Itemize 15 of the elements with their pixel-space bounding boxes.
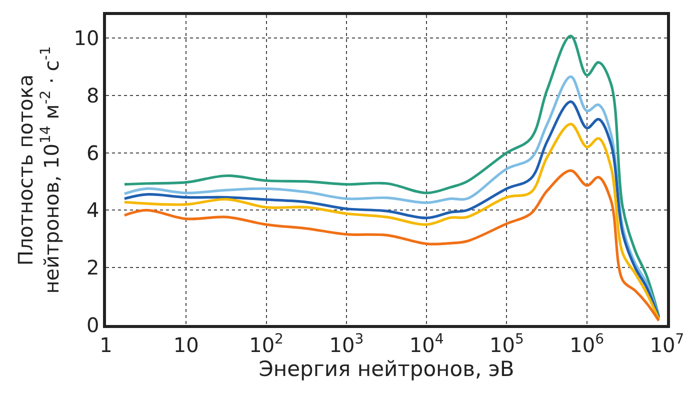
y-tick-label: 6	[86, 140, 100, 165]
x-tick-label: 10$^{6}$	[570, 331, 604, 357]
x-tick-label: 10$^{7}$	[650, 331, 684, 357]
x-tick-label: 1	[100, 332, 112, 357]
y-tick-label: 2	[86, 256, 100, 280]
x-tick-label: 10$^{2}$	[249, 331, 284, 357]
y-tick-label: 0	[86, 313, 100, 337]
x-tick-label: 10$^{3}$	[329, 331, 364, 357]
x-tick-label: 10$^{5}$	[490, 331, 524, 357]
x-tick-label: 10$^{4}$	[409, 331, 444, 357]
x-axis-title: Энергия нейтронов, эВ	[258, 356, 514, 381]
y-tick-label: 10	[74, 26, 100, 50]
x-tick-label: 10	[173, 332, 199, 357]
y-tick-label: 8	[86, 83, 100, 108]
y-tick-label: 4	[86, 198, 100, 222]
